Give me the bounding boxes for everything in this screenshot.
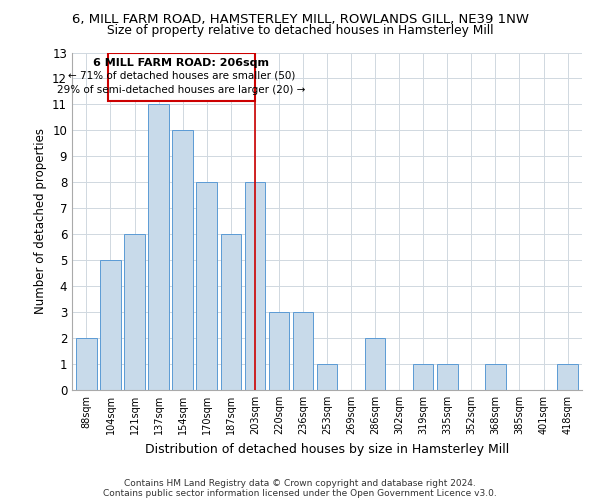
Bar <box>76 338 97 390</box>
Bar <box>148 104 169 390</box>
Bar <box>437 364 458 390</box>
Text: Contains public sector information licensed under the Open Government Licence v3: Contains public sector information licen… <box>103 490 497 498</box>
Bar <box>485 364 506 390</box>
Bar <box>365 338 385 390</box>
Text: ← 71% of detached houses are smaller (50): ← 71% of detached houses are smaller (50… <box>68 71 295 81</box>
Bar <box>557 364 578 390</box>
Y-axis label: Number of detached properties: Number of detached properties <box>34 128 47 314</box>
Text: 6 MILL FARM ROAD: 206sqm: 6 MILL FARM ROAD: 206sqm <box>94 58 269 68</box>
Bar <box>245 182 265 390</box>
Bar <box>100 260 121 390</box>
Text: 6, MILL FARM ROAD, HAMSTERLEY MILL, ROWLANDS GILL, NE39 1NW: 6, MILL FARM ROAD, HAMSTERLEY MILL, ROWL… <box>71 12 529 26</box>
Bar <box>269 312 289 390</box>
FancyBboxPatch shape <box>108 52 255 100</box>
Text: Contains HM Land Registry data © Crown copyright and database right 2024.: Contains HM Land Registry data © Crown c… <box>124 480 476 488</box>
Text: Size of property relative to detached houses in Hamsterley Mill: Size of property relative to detached ho… <box>107 24 493 37</box>
Text: 29% of semi-detached houses are larger (20) →: 29% of semi-detached houses are larger (… <box>57 85 305 95</box>
Bar <box>413 364 433 390</box>
Bar <box>317 364 337 390</box>
Bar <box>293 312 313 390</box>
Bar <box>196 182 217 390</box>
Bar <box>124 234 145 390</box>
X-axis label: Distribution of detached houses by size in Hamsterley Mill: Distribution of detached houses by size … <box>145 442 509 456</box>
Bar <box>172 130 193 390</box>
Bar <box>221 234 241 390</box>
